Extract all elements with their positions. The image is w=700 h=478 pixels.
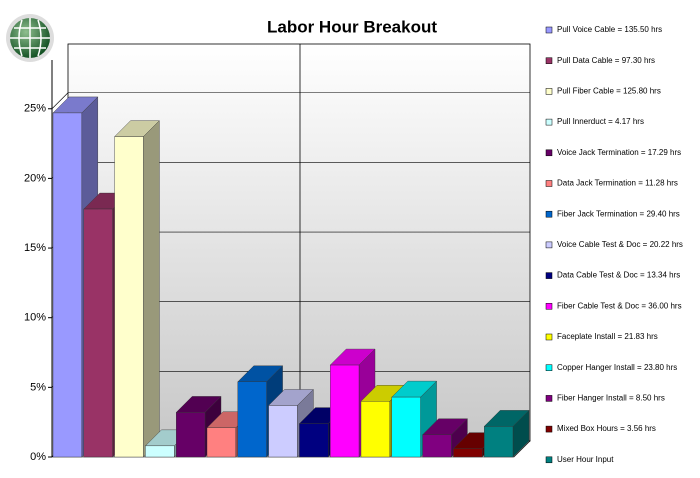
legend-swatch: [545, 364, 553, 371]
bar: [453, 448, 483, 458]
legend-swatch: [545, 180, 553, 187]
legend-label: Mixed Box Hours = 3.56 hrs: [557, 424, 656, 433]
legend-swatch: [545, 88, 553, 95]
y-tick-label: 25%: [24, 103, 46, 115]
bar: [52, 112, 82, 458]
bar: [206, 427, 236, 458]
y-tick-label: 0%: [30, 451, 46, 463]
legend-swatch: [545, 210, 553, 218]
legend-swatch: [545, 303, 553, 310]
bar: [175, 412, 206, 458]
y-tick-label: 20%: [24, 172, 46, 184]
legend-label: User Hour Input: [557, 455, 614, 464]
bar: [484, 426, 514, 458]
logo: [6, 14, 54, 62]
bar: [299, 423, 329, 458]
legend-label: Pull Fiber Cable = 125.80 hrs: [557, 87, 661, 96]
bar: [360, 401, 390, 458]
legend-label: Fiber Cable Test & Doc = 36.00 hrs: [557, 301, 682, 310]
legend-swatch: [545, 149, 553, 157]
y-tick-label: 10%: [24, 312, 46, 324]
legend-label: Faceplate Install = 21.83 hrs: [557, 332, 658, 341]
legend-swatch: [545, 425, 553, 433]
y-tick-label: 5%: [30, 381, 46, 393]
grid-line-side: [51, 92, 69, 109]
legend-swatch: [545, 241, 553, 249]
legend-swatch: [545, 456, 553, 464]
bar: [83, 208, 113, 458]
bar-side: [143, 120, 160, 458]
bar: [237, 381, 267, 458]
legend-label: Fiber Hanger Install = 8.50 hrs: [557, 394, 665, 403]
legend-label: Data Jack Termination = 11.28 hrs: [557, 179, 678, 188]
legend-label: Pull Innerduct = 4.17 hrs: [557, 117, 644, 126]
bar: [145, 445, 175, 458]
bar: [114, 136, 144, 458]
y-tick-label: 15%: [24, 242, 46, 254]
legend-swatch: [545, 57, 553, 64]
legend-swatch: [545, 333, 553, 341]
legend-label: Data Cable Test & Doc = 13.34 hrs: [557, 271, 680, 280]
legend-label: Pull Voice Cable = 135.50 hrs: [557, 25, 662, 34]
legend-swatch: [545, 26, 553, 34]
legend-swatch: [545, 272, 553, 279]
bar: [330, 364, 360, 458]
legend-label: Voice Jack Termination = 17.29 hrs: [557, 148, 681, 157]
legend-swatch: [545, 395, 553, 402]
legend-swatch: [545, 118, 553, 126]
legend-label: Pull Data Cable = 97.30 hrs: [557, 56, 655, 65]
bar: [422, 434, 452, 458]
legend-label: Copper Hanger Install = 23.80 hrs: [557, 363, 677, 372]
bar: [268, 405, 298, 458]
chart-title: Labor Hour Breakout: [267, 17, 437, 36]
legend-label: Fiber Jack Termination = 29.40 hrs: [557, 209, 680, 218]
legend-label: Voice Cable Test & Doc = 20.22 hrs: [557, 240, 683, 249]
bar: [391, 396, 421, 458]
